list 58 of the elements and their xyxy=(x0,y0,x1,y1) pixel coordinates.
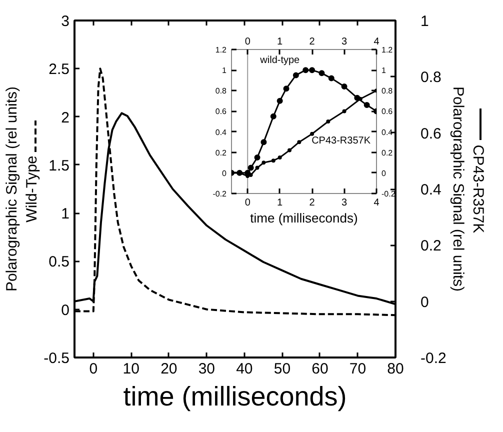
x-tick-label: 30 xyxy=(198,360,216,378)
x-tick-label: 50 xyxy=(274,360,291,378)
y2-tick-label: 1.2 xyxy=(382,46,394,54)
y2-tick-label: 0.4 xyxy=(382,128,394,137)
y2-tick-label: 0.8 xyxy=(382,86,394,96)
series-label: CP43-R357K xyxy=(312,136,371,147)
x-tick-label: 10 xyxy=(122,360,140,378)
x-tick-label: 70 xyxy=(349,360,366,378)
y-tick-label: 0 xyxy=(222,168,228,178)
y2-tick-label: -0.2 xyxy=(420,350,446,367)
x2-tick-label: 4 xyxy=(374,198,380,208)
legend-label: Wild-Type xyxy=(24,156,40,222)
x-tick-label: 60 xyxy=(312,360,328,378)
x-tick-label: 0 xyxy=(89,360,98,378)
legend-label: CP43-R357K xyxy=(470,144,486,234)
x-tick-label: 20 xyxy=(160,360,178,378)
y-tick-label: 0.4 xyxy=(215,128,228,137)
y2-tick-label: 0.2 xyxy=(382,148,394,158)
y-tick-label: 0.8 xyxy=(215,86,228,96)
y2-tick-label: -0.2 xyxy=(382,190,396,198)
y2-tick-label: 0.6 xyxy=(420,125,442,142)
y-tick-label: 0.5 xyxy=(48,254,70,271)
x-axis-title: time (milliseconds) xyxy=(123,382,347,412)
x-tick-label: 4 xyxy=(374,36,380,48)
y-tick-label: 1.5 xyxy=(48,157,70,174)
y2-tick-label: 0 xyxy=(382,168,386,178)
y-tick-label: 3 xyxy=(61,13,70,30)
x-tick-label: 3 xyxy=(341,36,348,48)
y2-tick-label: 0.8 xyxy=(420,69,442,86)
y-tick-label: 1 xyxy=(61,206,70,223)
y-tick-label: 0.2 xyxy=(215,148,228,158)
y-tick-label: -0.5 xyxy=(44,350,70,367)
y2-tick-label: 1 xyxy=(382,66,386,76)
x-axis-title: time (milliseconds) xyxy=(250,210,358,226)
y2-tick-label: 1 xyxy=(420,13,429,30)
y-tick-label: 2.5 xyxy=(48,61,70,78)
x-tick-label: 40 xyxy=(236,360,253,378)
x-tick-label: 0 xyxy=(244,36,251,48)
y2-tick-label: 0 xyxy=(420,294,429,311)
y-tick-label: -0.2 xyxy=(212,190,228,198)
series-label: wild-type xyxy=(259,55,300,66)
y-tick-label: 1 xyxy=(222,66,228,76)
y-tick-label: 1.2 xyxy=(215,46,228,54)
x2-tick-label: 1 xyxy=(277,198,284,208)
y2-tick-label: 0.4 xyxy=(420,182,442,198)
y-tick-label: 2 xyxy=(61,109,70,126)
y-tick-label: 0 xyxy=(61,302,70,319)
y-axis-title: Polarographic Signal (rel units) xyxy=(4,86,20,292)
x-tick-label: 1 xyxy=(277,36,284,48)
x-tick-label: 80 xyxy=(387,360,404,378)
x2-tick-label: 3 xyxy=(341,198,348,208)
y2-axis-title: Polarographic Signal (rel units) xyxy=(450,86,466,292)
y2-tick-label: 0.2 xyxy=(420,238,442,255)
x2-tick-label: 0 xyxy=(244,198,251,208)
y2-tick-label: 0.6 xyxy=(382,107,394,116)
y-tick-label: 0.6 xyxy=(215,107,228,116)
x-tick-label: 2 xyxy=(309,36,316,48)
x2-tick-label: 2 xyxy=(309,198,316,208)
